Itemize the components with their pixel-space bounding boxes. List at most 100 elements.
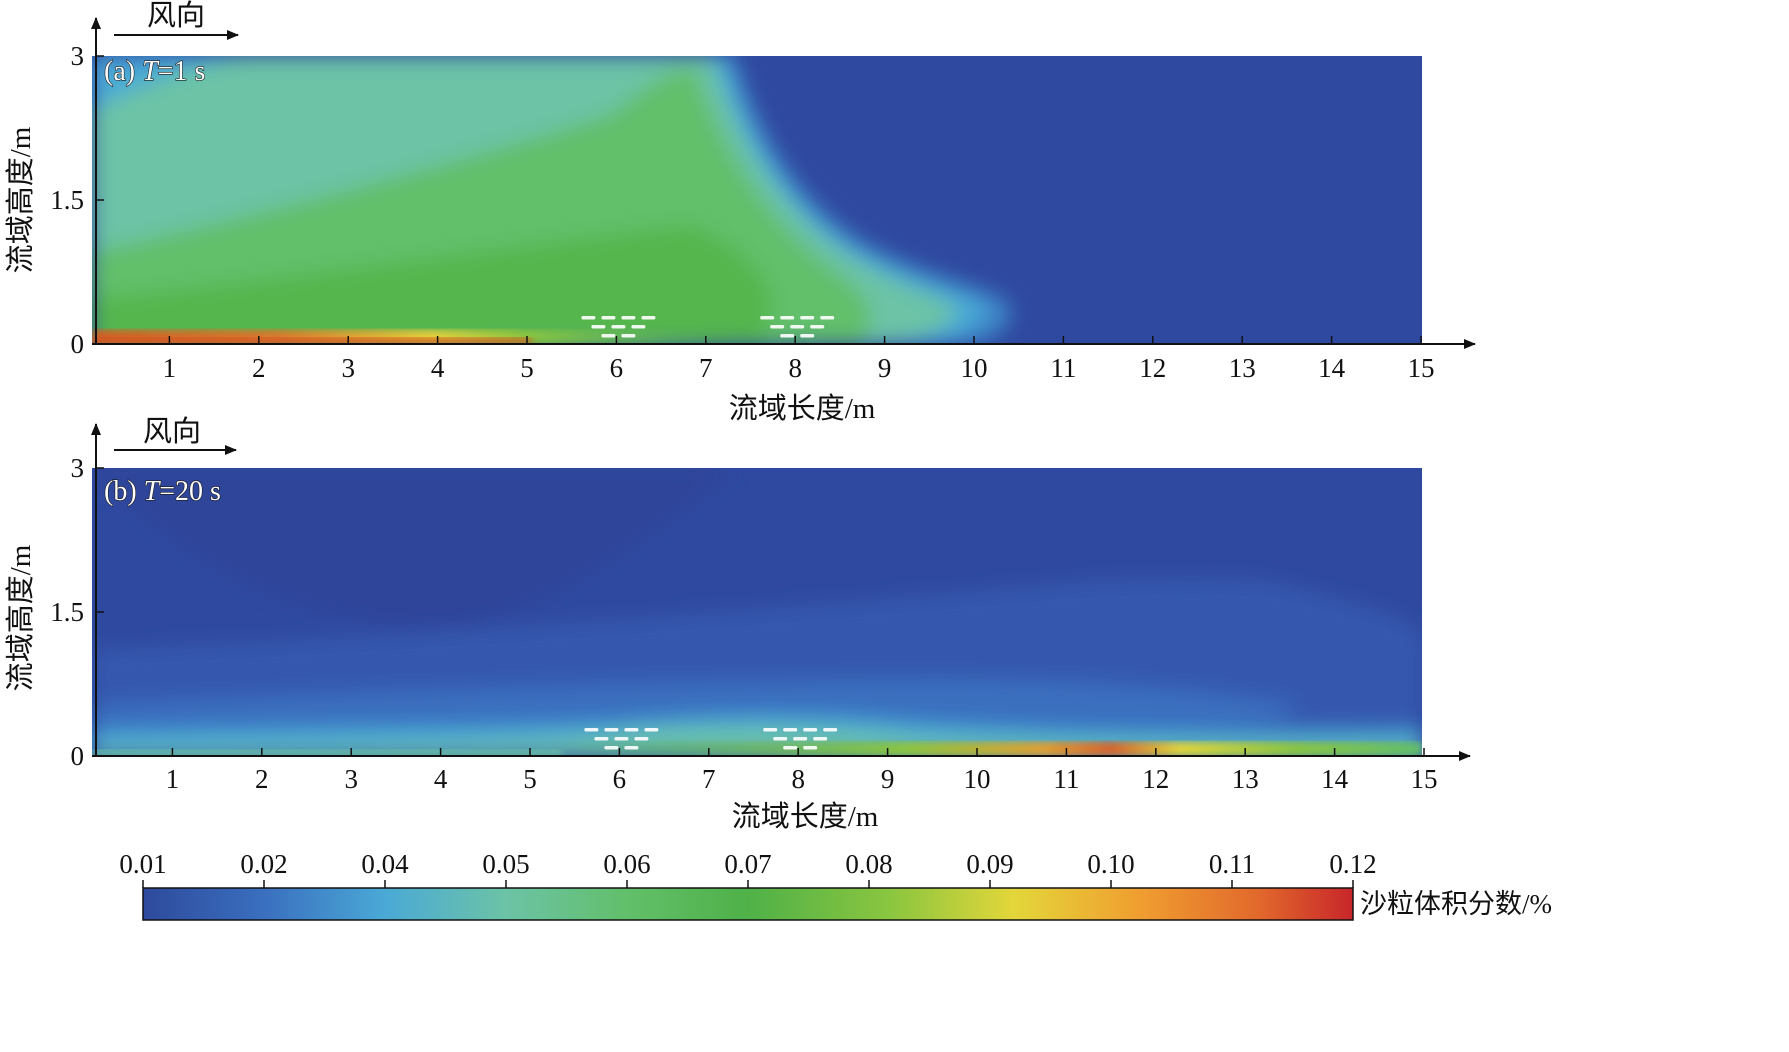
x-tick-label: 14 (1321, 764, 1349, 794)
y-axis-title-b: 流域高度/m (4, 544, 37, 691)
obstacle-mark (601, 334, 616, 338)
colorbar-tick-label: 0.10 (1087, 849, 1134, 879)
x-tick-label: 1 (163, 353, 177, 383)
x-tick-label: 4 (431, 353, 445, 383)
colorbar-tick-label: 0.02 (240, 849, 287, 879)
obstacle-mark (793, 737, 808, 741)
obstacle-mark (780, 316, 795, 320)
obstacles-a (581, 316, 835, 338)
panel-a: 风向 (a) T=1 s 1 2 3 4 5 6 7 8 9 10 11 12 13 14 15 01.53… (4, 0, 1476, 425)
obstacle-mark (581, 316, 596, 320)
x-tick-label: 11 (1053, 764, 1079, 794)
obstacle-mark (594, 737, 609, 741)
obstacle-mark (810, 325, 825, 329)
obstacle-mark (631, 325, 646, 329)
x-tick-label: 12 (1142, 764, 1169, 794)
obstacle-mark (790, 325, 805, 329)
contour-field-a (92, 56, 1422, 344)
obstacle-mark (813, 737, 828, 741)
x-tick-label: 9 (881, 764, 895, 794)
x-tick-label: 8 (791, 764, 805, 794)
y-tick-label: 0 (71, 741, 85, 771)
x-tick-label: 10 (964, 764, 991, 794)
x-tick-label: 15 (1411, 764, 1438, 794)
y-axis-title-a: 流域高度/m (4, 126, 37, 273)
obstacle-mark (611, 325, 626, 329)
x-tick-label: 3 (341, 353, 355, 383)
x-tick-label: 2 (255, 764, 269, 794)
y-ticks-b: 01.53 (50, 453, 104, 771)
obstacle-mark (641, 316, 656, 320)
obstacle-mark (800, 316, 815, 320)
colorbar-tick-label: 0.04 (361, 849, 409, 879)
obstacle-mark (820, 316, 835, 320)
colorbar: 0.01 0.02 0.04 0.05 0.06 0.07 0.08 0.09 0.10 0.11… (119, 849, 1552, 921)
y-tick-label: 1.5 (50, 597, 84, 627)
obstacle-mark (803, 746, 818, 750)
obstacle-mark (621, 334, 636, 338)
colorbar-tick-label: 0.05 (482, 849, 529, 879)
colorbar-tick-label: 0.07 (724, 849, 771, 879)
obstacle-mark (780, 334, 795, 338)
colorbar-ticks: 0.01 0.02 0.04 0.05 0.06 0.07 0.08 0.09 0.10 0.11… (119, 849, 1377, 888)
x-tick-label: 3 (344, 764, 358, 794)
x-axis-title-b: 流域长度/m (732, 800, 879, 833)
x-tick-label: 6 (610, 353, 624, 383)
y-ticks-a: 01.53 (50, 41, 104, 359)
colorbar-tick-label: 0.01 (119, 849, 166, 879)
obstacle-mark (624, 746, 639, 750)
y-tick-label: 0 (71, 329, 85, 359)
obstacle-mark (621, 316, 636, 320)
obstacle-mark (624, 728, 639, 732)
colorbar-gradient (142, 887, 1354, 921)
panel-label-a: (a) T=1 s (104, 56, 205, 87)
colorbar-tick-label: 0.08 (845, 849, 892, 879)
x-ticks-b: 1 2 3 4 5 6 7 8 9 10 11 12 13 14 15 (166, 748, 1438, 794)
x-tick-label: 8 (788, 353, 802, 383)
obstacle-mark (604, 746, 619, 750)
wind-label-b: 风向 (143, 415, 201, 448)
x-tick-label: 9 (878, 353, 892, 383)
colorbar-tick-label: 0.06 (603, 849, 650, 879)
colorbar-tick-label: 0.11 (1209, 849, 1255, 879)
y-tick-label: 3 (71, 453, 85, 483)
x-tick-label: 10 (961, 353, 988, 383)
obstacle-mark (800, 334, 815, 338)
contour-field-b (92, 468, 1422, 756)
obstacle-mark (760, 316, 775, 320)
obstacle-mark (823, 728, 838, 732)
x-tick-label: 13 (1229, 353, 1256, 383)
x-tick-label: 12 (1139, 353, 1166, 383)
obstacle-mark (783, 728, 798, 732)
x-tick-label: 5 (520, 353, 534, 383)
x-tick-label: 7 (699, 353, 713, 383)
colorbar-title: 沙粒体积分数/% (1360, 889, 1552, 919)
x-axis-title-a: 流域长度/m (729, 392, 876, 425)
obstacle-mark (591, 325, 606, 329)
obstacle-mark (770, 325, 785, 329)
obstacle-mark (773, 737, 788, 741)
y-tick-label: 3 (71, 41, 85, 71)
panel-b: 风向 (b) T=20 s 1 2 3 4 5 6 7 8 9 10 11 12 13 14 15 01.5… (4, 415, 1471, 833)
obstacle-mark (604, 728, 619, 732)
wind-label-a: 风向 (147, 0, 205, 32)
x-tick-label: 15 (1408, 353, 1435, 383)
x-tick-label: 1 (166, 764, 180, 794)
obstacle-mark (584, 728, 599, 732)
x-tick-label: 6 (613, 764, 627, 794)
x-tick-label: 14 (1318, 353, 1346, 383)
colorbar-tick-label: 0.12 (1329, 849, 1376, 879)
x-tick-label: 5 (523, 764, 537, 794)
x-tick-label: 13 (1232, 764, 1259, 794)
panel-label-b: (b) T=20 s (104, 476, 221, 507)
x-tick-label: 2 (252, 353, 266, 383)
x-tick-label: 11 (1050, 353, 1076, 383)
x-ticks-a: 1 2 3 4 5 6 7 8 9 10 11 12 13 14 15 (163, 336, 1435, 383)
obstacle-mark (783, 746, 798, 750)
obstacle-mark (601, 316, 616, 320)
obstacle-mark (614, 737, 629, 741)
obstacle-mark (634, 737, 649, 741)
obstacles-b (584, 728, 838, 750)
x-tick-label: 7 (702, 764, 716, 794)
